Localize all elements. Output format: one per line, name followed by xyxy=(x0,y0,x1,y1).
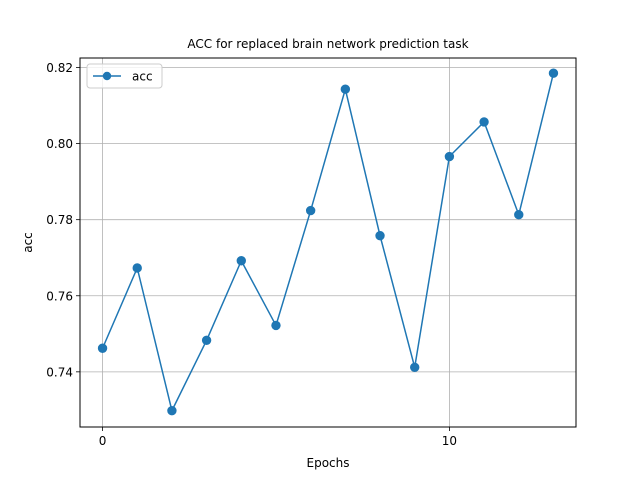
data-point xyxy=(271,320,281,331)
data-point xyxy=(340,84,351,94)
legend: acc xyxy=(86,63,163,89)
y-tick-label: 0.82 xyxy=(46,61,73,75)
ticks-layer: 0 10 0.74 0.76 0.78 0.80 0.82 xyxy=(46,61,457,448)
x-tick-label: 0 xyxy=(99,434,107,448)
data-point xyxy=(167,405,177,416)
y-tick-label: 0.80 xyxy=(46,137,73,151)
data-point xyxy=(410,362,420,372)
x-axis-label: Epochs xyxy=(307,456,350,470)
data-point xyxy=(236,256,246,266)
series-line-acc xyxy=(101,73,555,412)
data-point xyxy=(97,343,108,353)
data-point xyxy=(201,335,212,345)
chart-title: ACC for replaced brain network predictio… xyxy=(187,37,468,51)
legend-label: acc xyxy=(132,70,153,84)
data-point xyxy=(132,263,142,273)
y-tick-label: 0.78 xyxy=(46,213,73,227)
data-point xyxy=(479,117,489,127)
data-point xyxy=(305,205,316,216)
y-tick-label: 0.74 xyxy=(46,365,73,379)
y-axis-label: acc xyxy=(21,232,35,253)
data-point xyxy=(444,151,455,162)
legend-marker xyxy=(102,71,112,81)
data-point xyxy=(548,68,559,78)
data-point xyxy=(375,230,385,241)
plot-frame xyxy=(79,57,577,428)
legend-box xyxy=(86,63,163,89)
y-tick-label: 0.76 xyxy=(46,289,73,303)
x-tick-label: 10 xyxy=(442,434,457,448)
data-point xyxy=(514,210,524,220)
series-layer xyxy=(97,68,559,416)
